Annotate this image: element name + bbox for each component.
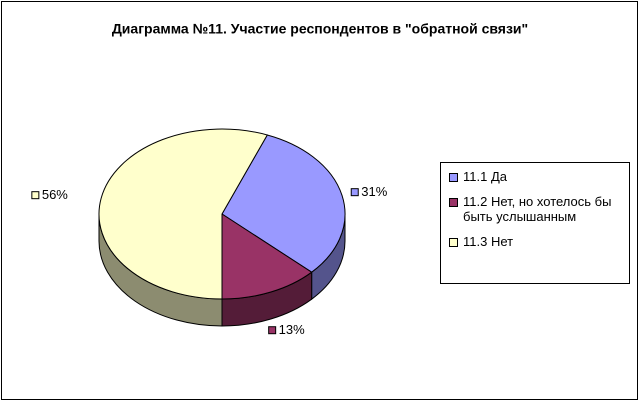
pie-slice — [98, 128, 269, 300]
legend-label: 11.2 Нет, но хотелось бы быть услышанным — [463, 194, 612, 224]
legend-swatch — [449, 238, 458, 247]
legend-item: 11.2 Нет, но хотелось бы быть услышанным — [449, 194, 625, 224]
legend-swatch — [449, 173, 458, 182]
legend-item: 11.1 Да — [449, 169, 625, 184]
data-label: 31% — [361, 184, 387, 199]
data-label: 13% — [279, 322, 305, 337]
data-label: 56% — [42, 187, 68, 202]
pie-slice — [221, 134, 346, 273]
chart-title: Диаграмма №11. Участие респондентов в "о… — [112, 21, 528, 37]
legend-item: 11.3 Нет — [449, 234, 625, 249]
legend: 11.1 Да 11.2 Нет, но хотелось бы быть усл… — [440, 162, 630, 284]
label-swatch — [268, 326, 277, 335]
pie-slice — [221, 213, 313, 300]
legend-swatch — [449, 198, 458, 207]
legend-label: 11.1 Да — [463, 169, 507, 184]
label-swatch — [31, 191, 40, 200]
legend-label: 11.3 Нет — [463, 234, 514, 249]
label-swatch — [350, 188, 359, 197]
